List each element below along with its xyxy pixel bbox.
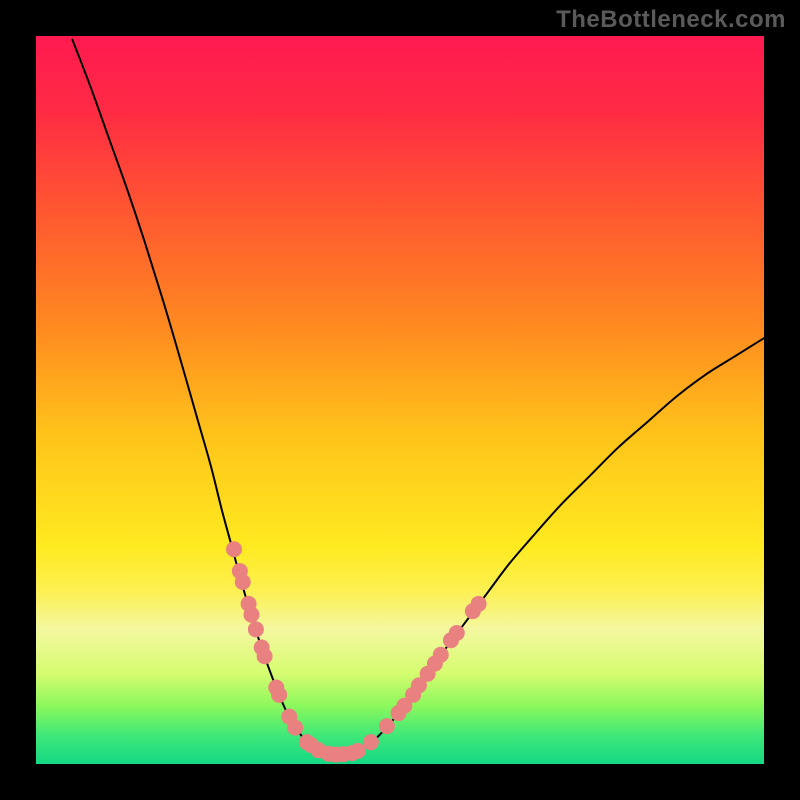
data-marker (226, 541, 242, 557)
data-marker (287, 720, 303, 736)
plot-background-gradient (36, 36, 764, 764)
data-marker (379, 718, 395, 734)
data-marker (257, 648, 273, 664)
data-marker (363, 734, 379, 750)
data-marker (350, 743, 366, 759)
data-marker (433, 647, 449, 663)
data-marker (471, 596, 487, 612)
data-marker (248, 621, 264, 637)
data-marker (235, 574, 251, 590)
bottleneck-curve-chart (0, 0, 800, 800)
data-marker (271, 687, 287, 703)
watermark-text: TheBottleneck.com (556, 6, 786, 34)
chart-container: TheBottleneck.com (0, 0, 800, 800)
data-marker (449, 625, 465, 641)
data-marker (243, 607, 259, 623)
